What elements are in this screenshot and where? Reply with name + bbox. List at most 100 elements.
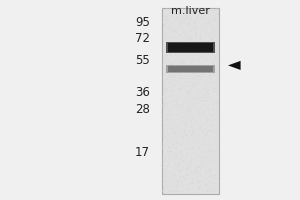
Point bbox=[181, 83, 185, 87]
Point bbox=[181, 53, 185, 57]
Point bbox=[167, 130, 172, 133]
Point bbox=[194, 192, 199, 196]
Point bbox=[187, 165, 192, 168]
Point bbox=[216, 177, 220, 180]
Point bbox=[172, 72, 177, 76]
Point bbox=[176, 88, 181, 91]
Point bbox=[179, 54, 184, 57]
Point bbox=[196, 126, 200, 129]
Point bbox=[209, 9, 214, 12]
Point bbox=[165, 42, 170, 45]
Point bbox=[207, 9, 212, 12]
Point bbox=[183, 134, 188, 137]
Point bbox=[172, 97, 177, 100]
Point bbox=[212, 108, 216, 112]
Point bbox=[213, 42, 218, 46]
Point bbox=[161, 50, 166, 53]
Point bbox=[191, 158, 196, 162]
Point bbox=[164, 88, 169, 91]
Point bbox=[164, 33, 169, 37]
Point bbox=[211, 19, 216, 22]
Point bbox=[163, 17, 168, 20]
Point bbox=[214, 12, 219, 15]
Point bbox=[211, 42, 216, 45]
Point bbox=[175, 151, 179, 155]
Point bbox=[186, 38, 190, 42]
Point bbox=[177, 158, 182, 162]
Point bbox=[163, 72, 167, 75]
Point bbox=[164, 175, 168, 178]
Point bbox=[166, 21, 171, 24]
Point bbox=[166, 64, 171, 68]
Point bbox=[206, 93, 211, 96]
Point bbox=[179, 117, 184, 120]
Point bbox=[176, 7, 181, 10]
Point bbox=[165, 127, 170, 130]
Point bbox=[164, 91, 168, 94]
Point bbox=[198, 166, 203, 169]
Point bbox=[160, 64, 165, 67]
Point bbox=[161, 188, 166, 192]
Point bbox=[188, 148, 193, 151]
Point bbox=[181, 21, 186, 24]
Point bbox=[181, 73, 185, 77]
Point bbox=[210, 150, 215, 153]
Point bbox=[212, 17, 217, 20]
Point bbox=[182, 27, 187, 30]
Point bbox=[166, 41, 171, 44]
Point bbox=[200, 109, 204, 113]
Point bbox=[160, 174, 165, 177]
Point bbox=[214, 27, 218, 30]
Point bbox=[203, 49, 208, 52]
Point bbox=[167, 181, 172, 185]
Point bbox=[194, 168, 199, 171]
Point bbox=[179, 121, 184, 124]
Point bbox=[196, 110, 200, 113]
Point bbox=[200, 8, 205, 11]
Point bbox=[196, 128, 201, 131]
Point bbox=[212, 29, 217, 32]
Point bbox=[174, 156, 178, 159]
Point bbox=[198, 128, 203, 131]
Point bbox=[205, 27, 210, 30]
Point bbox=[169, 189, 174, 192]
Point bbox=[202, 52, 207, 56]
Point bbox=[194, 13, 199, 16]
Point bbox=[214, 49, 219, 52]
Point bbox=[164, 133, 169, 137]
Point bbox=[198, 147, 203, 150]
Point bbox=[203, 83, 208, 87]
Point bbox=[179, 109, 184, 113]
Point bbox=[215, 57, 220, 60]
Point bbox=[211, 184, 215, 188]
Point bbox=[213, 64, 218, 67]
Point bbox=[213, 50, 218, 53]
Point bbox=[188, 105, 193, 109]
Point bbox=[174, 102, 178, 105]
Point bbox=[198, 187, 203, 190]
Point bbox=[171, 136, 176, 139]
Point bbox=[176, 77, 180, 80]
Point bbox=[187, 52, 192, 55]
Point bbox=[199, 97, 204, 100]
Point bbox=[187, 191, 192, 194]
Point bbox=[168, 117, 172, 120]
Point bbox=[162, 37, 167, 40]
Point bbox=[170, 144, 175, 147]
Point bbox=[189, 93, 194, 96]
Point bbox=[186, 166, 191, 170]
Point bbox=[200, 115, 204, 119]
Point bbox=[213, 55, 218, 58]
Point bbox=[163, 97, 168, 101]
Point bbox=[193, 101, 197, 104]
Point bbox=[177, 45, 182, 48]
Point bbox=[164, 153, 169, 156]
Point bbox=[177, 81, 182, 84]
Point bbox=[169, 14, 174, 17]
Point bbox=[179, 77, 184, 80]
Point bbox=[167, 175, 172, 178]
Point bbox=[202, 139, 207, 142]
Point bbox=[196, 180, 201, 183]
Point bbox=[192, 154, 197, 158]
Point bbox=[181, 76, 186, 79]
